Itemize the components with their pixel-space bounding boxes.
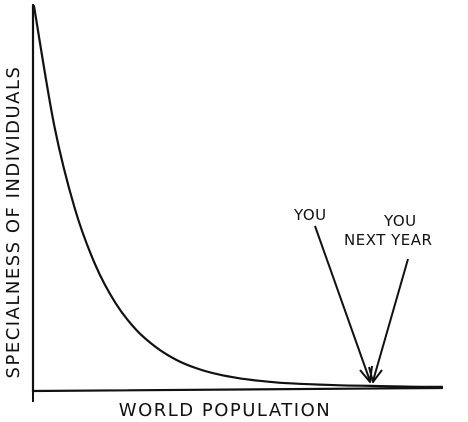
series-line bbox=[32, 4, 444, 388]
annotations: YOU YOU NEXT YEAR bbox=[293, 206, 432, 383]
annotation-you-next-year-arrowhead bbox=[368, 366, 383, 383]
annotation-you-arrowhead bbox=[359, 365, 373, 383]
annotation-you-next-year-label: YOU bbox=[383, 212, 417, 230]
x-axis-title: WORLD POPULATION bbox=[119, 400, 331, 421]
annotation-you-next-year-arrow bbox=[372, 258, 409, 382]
axes bbox=[31, 3, 444, 402]
annotation-you-next-year-label-line2: NEXT YEAR bbox=[344, 231, 432, 249]
annotation-you-label: YOU bbox=[293, 206, 327, 224]
y-axis-title: SPECIALNESS OF INDIVIDUALS bbox=[3, 66, 24, 379]
annotation-you-arrow bbox=[314, 225, 371, 382]
x-axis-line bbox=[31, 386, 444, 393]
